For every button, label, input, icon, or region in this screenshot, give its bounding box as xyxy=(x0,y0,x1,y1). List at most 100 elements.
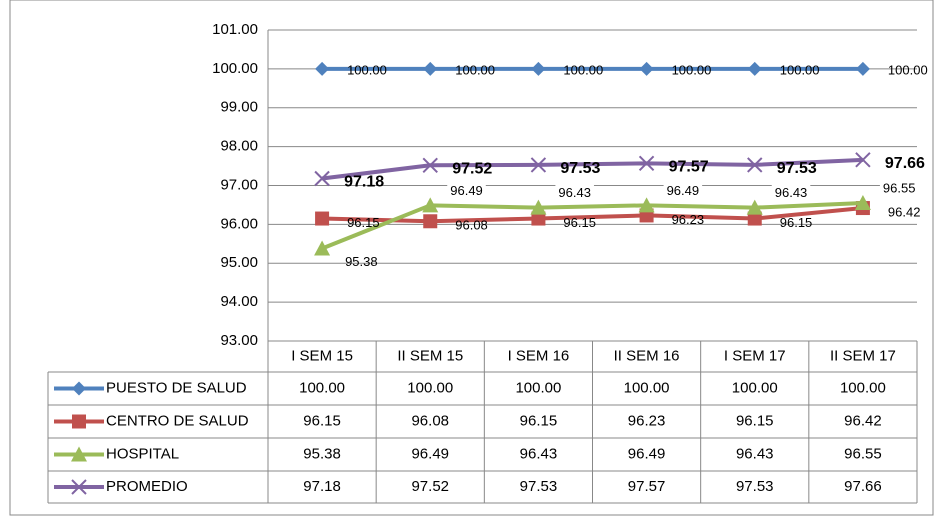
data-label: 97.53 xyxy=(560,160,600,177)
table-cell: 100.00 xyxy=(840,379,886,396)
legend-label: PROMEDIO xyxy=(106,478,188,495)
table-cell: 100.00 xyxy=(515,379,561,396)
data-label: 97.52 xyxy=(452,161,492,178)
legend-marker xyxy=(71,479,87,495)
y-tick-label: 94.00 xyxy=(220,293,258,310)
table-cell: 96.49 xyxy=(628,445,666,462)
legend-marker xyxy=(72,414,86,429)
y-tick-label: 95.00 xyxy=(220,254,258,271)
data-label: 97.53 xyxy=(777,160,817,177)
label-bg xyxy=(879,178,919,198)
table-cell: 100.00 xyxy=(299,379,345,396)
table-cell: 97.57 xyxy=(628,478,666,495)
marker xyxy=(747,157,763,173)
marker xyxy=(315,61,330,76)
data-label: 97.66 xyxy=(885,155,925,172)
x-tick-label: II SEM 17 xyxy=(830,347,896,364)
table-cell: 100.00 xyxy=(407,379,453,396)
data-label: 100.00 xyxy=(455,62,495,77)
table-cell: 97.53 xyxy=(736,478,774,495)
marker xyxy=(314,240,331,256)
marker xyxy=(639,61,654,76)
marker xyxy=(422,197,439,213)
table-cell: 96.55 xyxy=(844,445,882,462)
table-cell: 97.66 xyxy=(844,478,882,495)
data-label: 100.00 xyxy=(888,62,928,77)
data-label: 96.15 xyxy=(563,215,596,230)
x-tick-label: I SEM 16 xyxy=(508,347,570,364)
series-line xyxy=(321,200,864,251)
data-label: 100.00 xyxy=(672,62,712,77)
label-bg xyxy=(447,180,486,200)
marker xyxy=(638,197,655,213)
data-label: 97.57 xyxy=(669,159,709,176)
data-label: 96.23 xyxy=(672,212,705,227)
marker xyxy=(855,61,870,76)
y-tick-label: 101.00 xyxy=(212,21,258,38)
legend-label: CENTRO DE SALUD xyxy=(106,412,249,429)
table-cell: 96.49 xyxy=(411,445,449,462)
marker xyxy=(531,61,546,76)
marker xyxy=(854,194,871,210)
data-label: 95.38 xyxy=(345,254,378,269)
data-label: 96.42 xyxy=(888,204,921,219)
data-label: 96.55 xyxy=(883,180,916,195)
table-cell: 97.53 xyxy=(520,478,558,495)
marker xyxy=(422,157,438,173)
data-label: 96.15 xyxy=(780,215,813,230)
marker xyxy=(855,152,871,168)
y-tick-label: 93.00 xyxy=(220,332,258,349)
marker xyxy=(638,155,655,172)
table-cell: 95.38 xyxy=(303,445,341,462)
data-label: 96.15 xyxy=(347,215,380,230)
data-label: 96.49 xyxy=(450,183,483,198)
marker xyxy=(747,211,762,226)
table-cell: 96.08 xyxy=(411,412,449,429)
marker xyxy=(423,61,438,76)
marker xyxy=(530,157,547,173)
table-cell: 100.00 xyxy=(624,379,670,396)
table-cell: 96.43 xyxy=(520,445,558,462)
table-cell: 96.15 xyxy=(303,412,341,429)
x-tick-label: I SEM 17 xyxy=(724,347,786,364)
y-tick-label: 96.00 xyxy=(220,215,258,232)
y-tick-label: 98.00 xyxy=(220,138,258,155)
table-cell: 96.15 xyxy=(520,412,558,429)
table-cell: 100.00 xyxy=(732,379,778,396)
x-tick-label: II SEM 16 xyxy=(614,347,680,364)
x-tick-label: II SEM 15 xyxy=(397,347,463,364)
legend-label: HOSPITAL xyxy=(106,445,179,462)
legend-marker xyxy=(71,446,87,462)
data-label: 100.00 xyxy=(563,62,603,77)
table-cell: 96.23 xyxy=(628,412,666,429)
chart-frame xyxy=(9,0,934,516)
marker xyxy=(314,170,330,187)
data-label: 100.00 xyxy=(347,62,387,77)
legend-label: PUESTO DE SALUD xyxy=(106,379,247,396)
label-bg xyxy=(555,183,594,203)
table-cell: 96.43 xyxy=(736,445,774,462)
label-bg xyxy=(663,180,703,200)
y-tick-label: 99.00 xyxy=(220,99,258,116)
x-tick-label: I SEM 15 xyxy=(291,347,353,364)
data-label: 100.00 xyxy=(780,62,820,77)
marker xyxy=(531,211,546,226)
marker xyxy=(746,199,763,215)
series-line xyxy=(321,157,864,181)
table-cell: 97.52 xyxy=(411,478,449,495)
legend-marker xyxy=(72,381,86,396)
label-bg xyxy=(771,183,811,203)
y-tick-label: 100.00 xyxy=(212,60,258,77)
marker xyxy=(747,61,762,76)
data-label: 96.43 xyxy=(775,185,808,200)
series-line xyxy=(322,206,864,224)
data-label: 96.43 xyxy=(558,185,591,200)
marker xyxy=(423,214,438,229)
data-label: 96.08 xyxy=(455,218,488,233)
table-cell: 97.18 xyxy=(303,478,341,495)
data-label: 96.49 xyxy=(667,183,700,198)
y-tick-label: 97.00 xyxy=(220,176,258,193)
marker xyxy=(315,211,330,226)
table-cell: 96.42 xyxy=(844,412,882,429)
